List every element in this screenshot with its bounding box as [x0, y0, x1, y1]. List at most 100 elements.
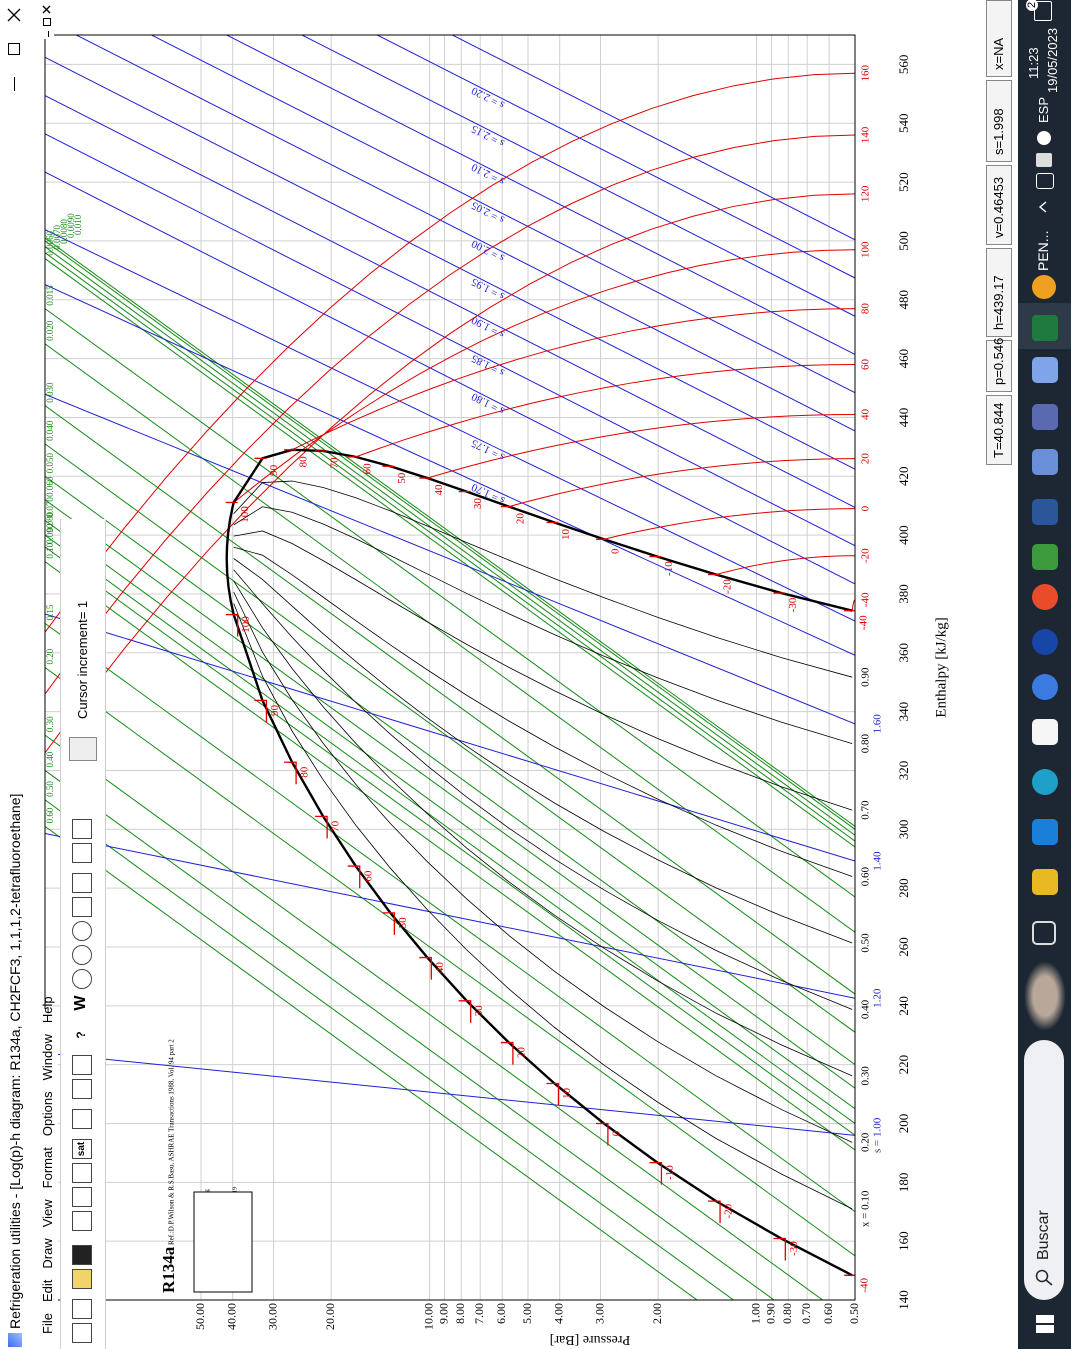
clock-time[interactable]: 11:23 [1026, 47, 1041, 79]
app-icon[interactable] [1032, 357, 1058, 383]
search-icon [1035, 1268, 1053, 1286]
y-tick-label: 4.00 [551, 1303, 565, 1324]
isochore-label: 0.030 [45, 382, 55, 403]
y-tick-label: 0.80 [780, 1303, 794, 1324]
tool-button[interactable] [72, 1187, 92, 1207]
tool-button[interactable] [72, 897, 92, 917]
tray-icon[interactable] [1037, 131, 1051, 145]
menu-item[interactable]: Window [40, 1034, 55, 1080]
isotherm-label: 100 [240, 616, 252, 633]
app-icon[interactable] [1032, 275, 1056, 299]
x-axis-title: Enthalpy [kJ/kg] [933, 617, 949, 717]
quality-label: 0.90 [860, 667, 872, 687]
save-button[interactable] [72, 1245, 92, 1265]
y-tick-label: 0.50 [847, 1303, 861, 1324]
minimize-button[interactable] [14, 77, 15, 91]
tool-button[interactable] [72, 1299, 92, 1319]
close-button[interactable] [7, 8, 21, 22]
chart-subtitle: Ref.:D.P.Wilson & R.S.Basu, ASHRAE Trans… [168, 1039, 176, 1245]
menu-item[interactable]: Format [40, 1147, 55, 1188]
isentrope-label: 1.20 [872, 988, 884, 1008]
isotherm-label: 60 [362, 870, 374, 882]
isotherm-label: 10 [561, 1087, 573, 1099]
tool-button[interactable] [72, 843, 92, 863]
open-button[interactable] [72, 1269, 92, 1289]
app-icon[interactable] [1032, 769, 1058, 795]
app-icon[interactable] [1032, 719, 1058, 745]
isotherm-label: 70 [330, 820, 342, 832]
isentrope-label: s = 1.00 [872, 1117, 884, 1153]
zoom-button[interactable] [72, 921, 92, 941]
x-tick-label: 180 [896, 1173, 911, 1193]
active-app[interactable] [1018, 303, 1071, 349]
zoom-out-button[interactable] [72, 945, 92, 965]
mdi-close[interactable] [42, 5, 51, 14]
tool-button[interactable] [72, 1079, 92, 1099]
x-tick-label: 460 [896, 349, 911, 369]
tool-button[interactable] [72, 1163, 92, 1183]
app-icon[interactable] [1032, 869, 1058, 895]
sat-button[interactable]: sat [72, 1139, 92, 1159]
isotherm-label: 20 [515, 1047, 527, 1059]
mdi-restore[interactable] [43, 18, 51, 26]
menu-item[interactable]: Help [40, 996, 55, 1023]
isotherm-label: 0 [609, 548, 621, 554]
page: 1401601802002202402602803003203403603804… [0, 0, 1071, 1349]
tray-icon[interactable] [1036, 153, 1052, 167]
menu-item[interactable]: Edit [40, 1280, 55, 1302]
menu-item[interactable]: Draw [40, 1238, 55, 1268]
info-box [194, 1192, 252, 1292]
task-view[interactable] [1032, 921, 1056, 945]
language[interactable]: ESP [1036, 97, 1051, 123]
isotherm-label: -40 [859, 1277, 871, 1292]
app-icon [8, 1333, 22, 1347]
app-icon[interactable] [1032, 584, 1058, 610]
widget-image[interactable] [1024, 961, 1066, 1031]
x-tick-label: 340 [896, 702, 911, 722]
x-tick-label: 520 [896, 172, 911, 192]
app-label[interactable]: PEN... [1035, 231, 1051, 271]
tool-button[interactable] [72, 873, 92, 893]
app-icon[interactable] [1032, 629, 1058, 655]
y-tick-label: 2.00 [650, 1303, 664, 1324]
isochore-label: 0.015 [45, 285, 55, 306]
isotherm-label: -10 [663, 561, 675, 576]
menu-item[interactable]: View [40, 1199, 55, 1227]
isotherm-label: 100 [239, 506, 251, 523]
tool-button[interactable] [72, 1323, 92, 1343]
cursor-spinner[interactable] [69, 737, 97, 761]
help-button[interactable]: ? [72, 1025, 92, 1045]
menu-item[interactable]: Options [40, 1091, 55, 1136]
app-icon[interactable] [1032, 674, 1058, 700]
maximize-button[interactable] [8, 43, 20, 55]
tray-icon[interactable] [1036, 173, 1054, 189]
tool-button[interactable] [72, 1109, 92, 1129]
y-tick-label: 3.00 [592, 1303, 606, 1324]
clock-date[interactable]: 19/05/2023 [1045, 28, 1060, 93]
search-box[interactable]: Buscar [1024, 1040, 1064, 1300]
chart: 1401601802002202402602803003203403603804… [0, 0, 1071, 1349]
isotherm-label: 100 [860, 241, 872, 258]
search-text: Buscar [1035, 1210, 1053, 1260]
isotherm-label: 140 [860, 126, 872, 143]
w-button[interactable]: W [72, 993, 92, 1013]
mdi-minimize[interactable] [48, 31, 49, 37]
tool-button[interactable] [72, 819, 92, 839]
app-icon[interactable] [1032, 499, 1058, 525]
tool-button[interactable] [72, 1211, 92, 1231]
y-tick-label: 1.00 [748, 1303, 762, 1324]
app-icon[interactable] [1032, 449, 1058, 475]
app-icon[interactable] [1032, 404, 1058, 430]
app-icon[interactable] [1032, 819, 1058, 845]
zoom-in-button[interactable] [72, 969, 92, 989]
x-tick-label: 140 [896, 1290, 911, 1310]
x-tick-label: 240 [896, 996, 911, 1016]
app-icon[interactable] [1032, 544, 1058, 570]
isotherm-label: 20 [860, 453, 872, 465]
tray-chevron[interactable] [1038, 201, 1048, 213]
x-tick-label: 160 [896, 1231, 911, 1251]
menu-item[interactable]: File [40, 1313, 55, 1334]
print-button[interactable] [72, 1055, 92, 1075]
start-button[interactable] [1036, 1315, 1054, 1333]
x-tick-label: 300 [896, 820, 911, 840]
